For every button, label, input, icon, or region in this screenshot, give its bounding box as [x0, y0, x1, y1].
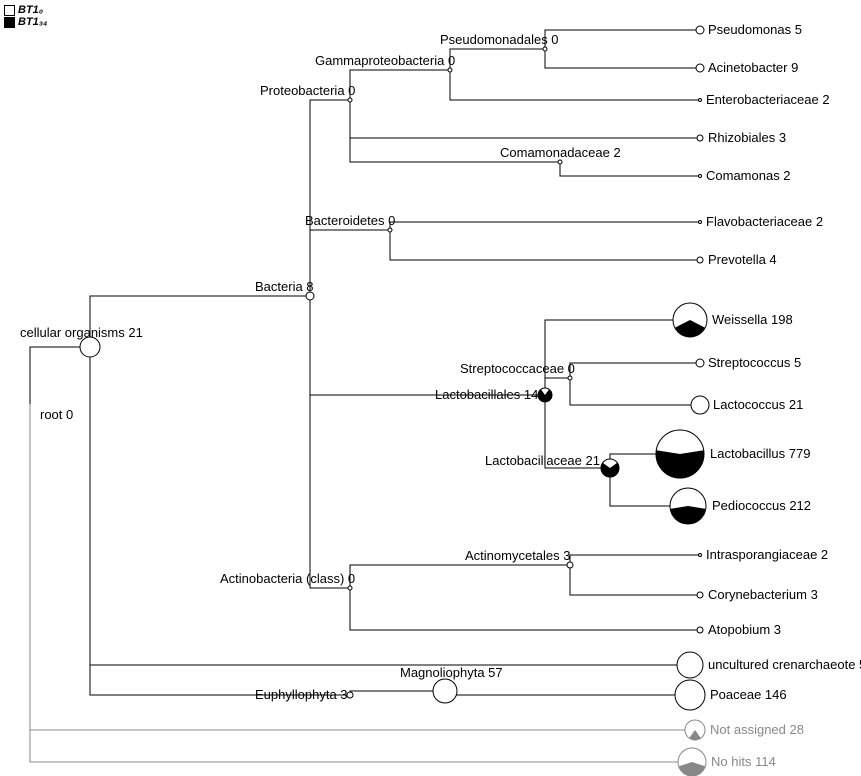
node-pseudomonadales — [543, 47, 547, 51]
label-corynebacterium: Corynebacterium 3 — [708, 587, 818, 602]
node-comamonas — [699, 175, 702, 178]
node-magnoliophyta — [433, 679, 457, 703]
label-streptococcus: Streptococcus 5 — [708, 355, 801, 370]
legend-label-1: BT1₀ — [18, 4, 43, 16]
label-nohits: No hits 114 — [711, 754, 776, 769]
node-gammaproteo — [448, 68, 452, 72]
node-crenarchaeote — [677, 652, 703, 678]
node-streptococcus — [696, 359, 704, 367]
label-lactobacillaceae: Lactobacillaceae 21 — [485, 453, 600, 468]
label-cellular: cellular organisms 21 — [20, 325, 143, 340]
node-flavobacteriaceae — [699, 221, 702, 224]
node-proteobacteria — [348, 98, 352, 102]
label-root: root 0 — [40, 407, 73, 422]
node-atopobium — [697, 627, 703, 633]
label-crenarchaeote: uncultured crenarchaeote 59 — [708, 657, 861, 672]
label-pseudomonadales: Pseudomonadales 0 — [440, 32, 559, 47]
label-notassigned: Not assigned 28 — [710, 722, 804, 737]
node-prevotella — [697, 257, 703, 263]
label-bacteroidetes: Bacteroidetes 0 — [305, 213, 395, 228]
node-bacteroidetes — [388, 228, 392, 232]
legend-swatch-1 — [4, 5, 15, 16]
node-pseudomonas — [696, 26, 704, 34]
label-actinobacteria: Actinobacteria (class) 0 — [220, 571, 355, 586]
label-streptococcaceae: Streptococcaceae 0 — [460, 361, 575, 376]
label-lactobacillales: Lactobacillales 14 — [435, 387, 538, 402]
label-lactobacillus: Lactobacillus 779 — [710, 446, 810, 461]
node-euphyllophyta — [347, 692, 353, 698]
node-comamonadaceae — [558, 160, 562, 164]
node-enterobacteriaceae — [699, 99, 702, 102]
label-flavobacteriaceae: Flavobacteriaceae 2 — [706, 214, 823, 229]
node-streptococcaceae — [568, 376, 572, 380]
phylo-tree: root 0 cellular organisms 21 Bacteria 8 Pro… — [0, 0, 861, 776]
node-lactococcus — [691, 396, 709, 414]
node-cellular — [80, 337, 100, 357]
label-weissella: Weissella 198 — [712, 312, 793, 327]
label-enterobacteriaceae: Enterobacteriaceae 2 — [706, 92, 830, 107]
label-comamonadaceae: Comamonadaceae 2 — [500, 145, 621, 160]
node-acinetobacter — [696, 64, 704, 72]
label-atopobium: Atopobium 3 — [708, 622, 781, 637]
label-rhizobiales: Rhizobiales 3 — [708, 130, 786, 145]
label-prevotella: Prevotella 4 — [708, 252, 777, 267]
label-gammaproteo: Gammaproteobacteria 0 — [315, 53, 455, 68]
label-actinomycetales: Actinomycetales 3 — [465, 548, 571, 563]
node-corynebacterium — [697, 592, 703, 598]
label-acinetobacter: Acinetobacter 9 — [708, 60, 798, 75]
node-intrasporangiaceae — [699, 554, 702, 557]
label-bacteria: Bacteria 8 — [255, 279, 314, 294]
label-pediococcus: Pediococcus 212 — [712, 498, 811, 513]
legend-label-2: BT1₃₄ — [18, 16, 47, 28]
label-euphyllophyta: Euphyllophyta 3 — [255, 687, 348, 702]
node-actinobacteria — [348, 586, 352, 590]
legend-swatch-2 — [4, 17, 15, 28]
label-poaceae: Poaceae 146 — [710, 687, 787, 702]
label-lactococcus: Lactococcus 21 — [713, 397, 803, 412]
label-comamonas: Comamonas 2 — [706, 168, 791, 183]
label-intrasporangiaceae: Intrasporangiaceae 2 — [706, 547, 828, 562]
label-pseudomonas: Pseudomonas 5 — [708, 22, 802, 37]
label-magnoliophyta: Magnoliophyta 57 — [400, 665, 503, 680]
node-rhizobiales — [697, 135, 703, 141]
legend: BT1₀ BT1₃₄ — [4, 4, 47, 28]
label-proteobacteria: Proteobacteria 0 — [260, 83, 355, 98]
node-poaceae — [675, 680, 705, 710]
